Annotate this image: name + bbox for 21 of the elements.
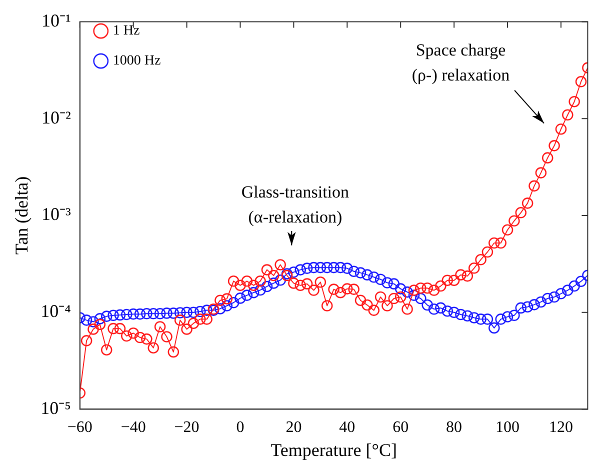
y-tick-label: 10⁻⁵ <box>40 398 71 418</box>
x-tick-label: −40 <box>120 419 146 436</box>
x-axis-title: Temperature [°C] <box>270 440 397 460</box>
y-tick-label: 10⁻² <box>41 107 71 128</box>
x-tick-label: 120 <box>548 419 573 436</box>
x-tick-label: 0 <box>236 419 244 436</box>
legend-label: 1000 Hz <box>112 54 161 69</box>
x-tick-label: −20 <box>174 419 200 436</box>
x-tick-label: 20 <box>286 419 302 436</box>
y-tick-label: 10⁻¹ <box>41 10 71 31</box>
x-tick-label: 40 <box>339 419 356 436</box>
x-tick-label: 80 <box>446 419 462 436</box>
y-tick-label: 10⁻⁴ <box>40 301 71 322</box>
x-tick-label: 100 <box>496 419 520 436</box>
x-tick-label: 60 <box>392 419 409 436</box>
annotation: Space charge (ρ-) relaxation <box>412 40 510 85</box>
y-tick-label: 10⁻³ <box>41 204 72 224</box>
x-tick-label: −60 <box>67 419 92 436</box>
annotation: Glass-transition (α-relaxation) <box>241 182 350 227</box>
legend-label: 1 Hz <box>112 24 140 39</box>
y-axis-title: Tan (delta) <box>12 176 32 255</box>
